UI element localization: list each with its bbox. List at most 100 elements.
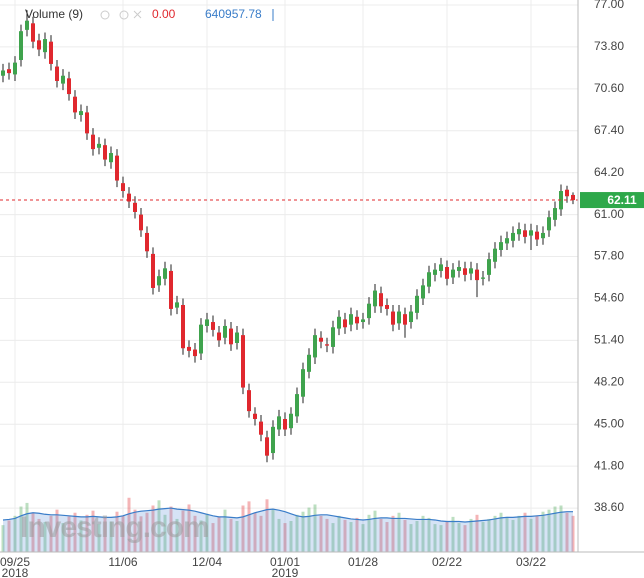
volume-bar: [307, 507, 311, 552]
candle-body: [199, 324, 203, 354]
candle-body: [391, 311, 395, 325]
volume-bar: [211, 523, 215, 552]
candle-body: [13, 62, 17, 75]
candle-body: [295, 394, 299, 417]
volume-bar: [139, 516, 143, 552]
volume-bar: [7, 520, 11, 552]
candle-body: [373, 290, 377, 307]
candle-body: [193, 349, 197, 357]
candle-body: [319, 337, 323, 342]
candle-body: [1, 70, 5, 76]
candle-body: [37, 40, 41, 50]
volume-bar: [145, 512, 149, 552]
y-tick-label: 41.80: [594, 458, 624, 472]
volume-bar: [55, 509, 59, 552]
candle-body: [337, 316, 341, 329]
settings-icon[interactable]: [119, 10, 129, 20]
volume-ma-area: [3, 508, 573, 552]
candle-body: [115, 155, 119, 181]
volume-bar: [295, 514, 299, 552]
candle-body: [469, 268, 473, 274]
volume-bar: [277, 518, 281, 552]
y-tick-label: 73.80: [594, 39, 624, 53]
candle-body: [121, 183, 125, 192]
volume-bar: [25, 502, 29, 552]
volume-bar: [337, 515, 341, 552]
volume-label: Volume (9): [25, 7, 83, 21]
eye-icon[interactable]: [100, 10, 110, 20]
candle-body: [133, 202, 137, 212]
volume-bar: [325, 518, 329, 552]
volume-bar: [199, 520, 203, 552]
candle-body: [403, 314, 407, 325]
candle-body: [253, 413, 257, 419]
volume-bar: [481, 522, 485, 552]
volume-bar: [175, 518, 179, 552]
volume-bar: [73, 512, 77, 552]
volume-bar: [433, 524, 437, 552]
volume-bar: [193, 515, 197, 552]
watermark: Investing.com: [20, 511, 209, 544]
volume-bar: [259, 515, 263, 552]
candle-body: [265, 437, 269, 456]
volume-bar: [463, 525, 467, 552]
volume-bar: [97, 524, 101, 552]
last-price-box: [580, 192, 644, 209]
close-icon[interactable]: [133, 10, 142, 19]
x-tick-label: 11/06: [108, 555, 137, 569]
candle-body: [481, 277, 485, 279]
volume-bar: [493, 515, 497, 552]
candle-body: [271, 426, 275, 454]
candle-body: [355, 316, 359, 324]
candle-body: [415, 295, 419, 313]
candle-body: [91, 134, 95, 150]
volume-bar: [349, 522, 353, 552]
volume-bar: [457, 523, 461, 552]
candle-body: [439, 264, 443, 271]
candle-body: [139, 214, 143, 231]
candle-body: [61, 75, 65, 84]
volume-bar: [217, 516, 221, 552]
volume-bar: [289, 521, 293, 552]
volume-bar: [49, 515, 53, 552]
candle-body: [175, 302, 179, 308]
x-tick-label: 12/04: [192, 555, 222, 569]
candle-body: [361, 319, 365, 323]
y-tick-label: 54.60: [594, 291, 624, 305]
volume-bar: [499, 512, 503, 552]
grid: [0, 0, 578, 552]
y-tick-label: 61.00: [594, 207, 624, 221]
candle-body: [145, 232, 149, 252]
y-tick-label: 45.00: [594, 416, 624, 430]
candle-body: [529, 230, 533, 236]
candle-body: [19, 31, 23, 61]
volume-bar: [451, 516, 455, 552]
volume-bar: [91, 510, 95, 552]
volume-change: 0.00: [152, 7, 176, 21]
volume-bar: [61, 523, 65, 552]
volume-bar: [205, 513, 209, 552]
volume-bar: [445, 521, 449, 552]
volume-pane: [1, 497, 575, 552]
volume-bar: [571, 515, 575, 552]
volume-bar: [163, 514, 167, 552]
volume-bar: [541, 511, 545, 552]
candle-body: [73, 96, 77, 113]
volume-bar: [361, 524, 365, 552]
candle-body: [151, 253, 155, 288]
volume-bar: [439, 525, 443, 552]
volume-bar: [13, 515, 17, 552]
volume-bar: [535, 515, 539, 552]
volume-bar: [355, 517, 359, 552]
candle-body: [499, 242, 503, 250]
candle-body: [223, 325, 227, 338]
candle-body: [565, 189, 569, 197]
candle-body: [25, 20, 29, 30]
candle-body: [235, 332, 239, 343]
candle-body: [55, 66, 59, 81]
volume-bar: [415, 521, 419, 552]
y-tick-label: 67.40: [594, 123, 624, 137]
candle-body: [31, 23, 35, 42]
candle-body: [241, 335, 245, 388]
